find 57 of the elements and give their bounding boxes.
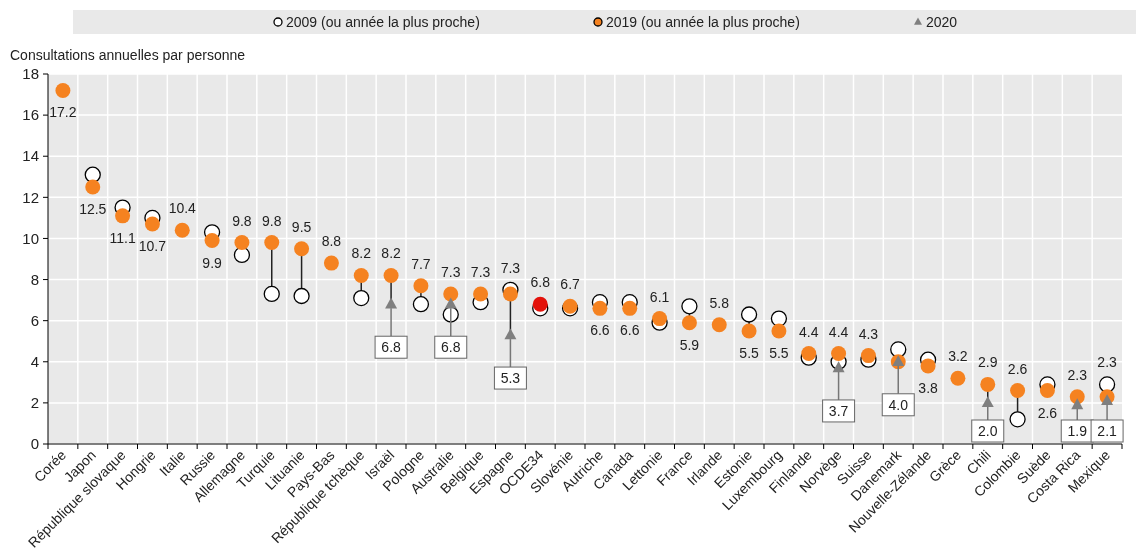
data-label: 5.8 [709,294,730,311]
data-label: 5.5 [769,344,789,361]
data-label: 6.8 [381,339,402,356]
legend-label: 2020 [926,14,958,30]
data-label: 2.1 [1097,423,1118,439]
y-tick-label: 6 [30,311,39,329]
data-label: 4.0 [888,396,909,413]
data-label: 9.5 [291,218,312,235]
data-label: 7.3 [441,263,461,280]
data-label: 12.5 [79,201,107,218]
y-tick-label: 16 [22,106,39,124]
data-label: 9.9 [202,254,223,271]
data-label: 11.1 [109,229,136,246]
data-label: 2.6 [1007,360,1028,377]
data-label: 3.7 [828,402,849,419]
y-tick-label: 8 [30,270,39,288]
data-label: 5.9 [679,336,700,353]
data-label: 4.4 [799,323,819,340]
data-label: 6.7 [560,276,581,293]
y-tick-label: 0 [30,435,39,453]
data-label: 2.0 [978,423,998,439]
y-tick-label: 12 [22,188,39,206]
y-tick-label: 2 [30,394,39,412]
y-tick-label: 10 [22,229,39,247]
data-label: 8.2 [381,245,402,262]
y-axis-title: Consultations annuelles par personne [10,47,246,63]
data-label: 5.5 [739,344,760,361]
data-label: 10.7 [138,238,167,255]
data-label: 4.4 [828,323,849,340]
data-label: 3.2 [948,348,968,365]
data-label: 2.6 [1037,404,1058,421]
data-label: 1.9 [1067,423,1088,439]
data-label: 6.1 [649,288,670,305]
data-label: 5.3 [500,370,521,387]
y-tick-label: 14 [22,147,39,165]
y-tick-label: 4 [30,353,39,371]
data-label: 2.3 [1067,366,1088,383]
data-label: 3.8 [918,379,939,396]
data-label: 6.8 [530,274,551,291]
data-label: 10.4 [168,200,197,217]
legend-label: 2009 (ou année la plus proche) [286,14,480,30]
y-tick-label: 18 [22,65,39,83]
data-label: 8.2 [351,245,372,262]
data-label: 8.8 [321,233,342,250]
data-label: 17.2 [49,104,77,121]
data-label: 2.9 [978,354,998,371]
data-label: 6.6 [620,322,640,339]
data-label: 7.3 [470,263,491,280]
data-label: 9.8 [232,212,252,229]
data-label: 7.7 [411,255,431,272]
data-label: 6.6 [590,322,610,339]
data-label: 6.8 [441,339,461,356]
data-label: 7.3 [500,259,521,276]
legend-label: 2019 (ou année la plus proche) [606,14,800,30]
data-label: 4.3 [858,325,879,342]
data-label: 2.3 [1097,354,1118,371]
data-label: 9.8 [262,212,282,229]
